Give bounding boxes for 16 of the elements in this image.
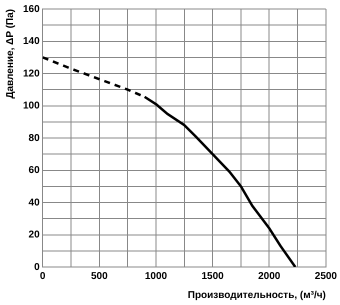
y-tick-label: 60 xyxy=(28,165,40,176)
x-tick-label: 2500 xyxy=(314,270,338,282)
y-tick-label: 40 xyxy=(28,197,40,208)
y-tick-label: 160 xyxy=(22,4,40,15)
x-axis-title: Производительность, (м³/ч) xyxy=(188,290,326,301)
x-tick-label: 1000 xyxy=(144,270,168,282)
y-tick-label: 100 xyxy=(22,100,40,112)
y-tick-label: 0 xyxy=(34,262,40,273)
y-tick-label: 20 xyxy=(28,230,40,240)
x-tick-label: 2000 xyxy=(258,270,281,282)
y-tick-label: 140 xyxy=(22,36,40,47)
x-tick-label: 500 xyxy=(90,270,108,282)
y-tick-label: 80 xyxy=(28,132,40,144)
y-tick-label: 120 xyxy=(22,68,40,80)
y-axis-title: Давление, ΔP (Па) xyxy=(4,9,16,99)
x-tick-label: 1500 xyxy=(201,270,224,282)
